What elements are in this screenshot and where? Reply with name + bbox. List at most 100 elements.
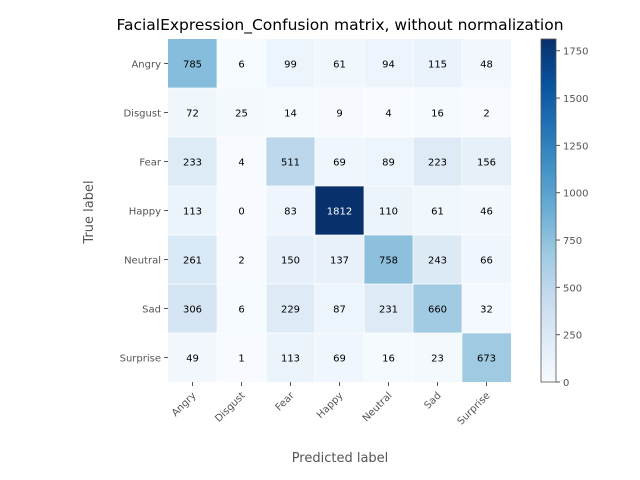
cell-value-label: 4 <box>385 109 391 120</box>
cell-value-label: 6 <box>238 60 244 71</box>
colorbar-gradient <box>540 38 557 383</box>
cell-value-label: 306 <box>183 305 202 316</box>
heatmap-cell <box>364 284 413 333</box>
cell-value-label: 1 <box>238 354 244 365</box>
heatmap-cell <box>266 137 315 186</box>
heatmap-cell <box>413 88 462 137</box>
cell-value-label: 758 <box>379 256 398 267</box>
heatmap-cell <box>315 137 364 186</box>
x-tick-label: Disgust <box>213 390 247 424</box>
heatmap-cell <box>266 333 315 382</box>
x-tick-label: Neutral <box>361 390 395 424</box>
cell-value-label: 673 <box>477 354 496 365</box>
cell-value-label: 511 <box>281 158 300 169</box>
heatmap-cell <box>168 137 217 186</box>
cell-value-label: 16 <box>382 354 395 365</box>
cell-value-label: 113 <box>281 354 300 365</box>
cell-value-label: 229 <box>281 305 300 316</box>
heatmap-cell <box>364 235 413 284</box>
heatmap-cell <box>364 333 413 382</box>
cell-value-label: 46 <box>480 207 493 218</box>
y-tick-label: Happy <box>129 207 161 218</box>
cell-value-label: 49 <box>186 354 199 365</box>
x-tick-label: Sad <box>423 390 444 411</box>
heatmap-cell <box>266 284 315 333</box>
cell-value-label: 243 <box>428 256 447 267</box>
colorbar-tick-label: 500 <box>563 283 582 294</box>
cell-value-label: 233 <box>183 158 202 169</box>
cell-value-label: 2 <box>238 256 244 267</box>
cell-value-label: 113 <box>183 207 202 218</box>
heatmap-cell <box>413 333 462 382</box>
y-tick-label: Disgust <box>123 109 161 120</box>
cell-value-label: 94 <box>382 60 395 71</box>
heatmap-cell <box>413 186 462 235</box>
cell-value-label: 61 <box>431 207 444 218</box>
y-tick-label: Angry <box>131 60 161 71</box>
colorbar-tick-label: 750 <box>563 236 582 247</box>
colorbar: 0 250 500 750 1000 1250 1500 1750 <box>540 38 588 389</box>
heatmap-cell <box>266 186 315 235</box>
heatmap-cell <box>168 186 217 235</box>
heatmap-cell <box>462 333 511 382</box>
cell-value-label: 14 <box>284 109 297 120</box>
cell-value-label: 9 <box>336 109 342 120</box>
cell-value-label: 61 <box>333 60 346 71</box>
cell-value-label: 69 <box>333 354 346 365</box>
cell-value-label: 32 <box>480 305 493 316</box>
heatmap-cell <box>266 88 315 137</box>
heatmap-cell <box>217 235 266 284</box>
heatmap-cell <box>364 88 413 137</box>
cell-value-label: 137 <box>330 256 349 267</box>
heatmap-cell <box>413 137 462 186</box>
colorbar-tick-label: 0 <box>563 378 569 389</box>
heatmap-cell <box>266 39 315 88</box>
heatmap-cell <box>217 333 266 382</box>
cell-value-label: 261 <box>183 256 202 267</box>
cell-value-label: 231 <box>379 305 398 316</box>
cell-value-label: 1812 <box>327 207 352 218</box>
heatmap-cell <box>168 39 217 88</box>
heatmap-cell <box>364 39 413 88</box>
cell-value-label: 660 <box>428 305 447 316</box>
heatmap-cell <box>315 88 364 137</box>
colorbar-tick-label: 1500 <box>563 94 588 105</box>
y-axis-label: True label <box>82 180 97 244</box>
cell-value-label: 150 <box>281 256 300 267</box>
heatmap-cell <box>462 284 511 333</box>
cell-value-label: 223 <box>428 158 447 169</box>
heatmap-cell <box>315 186 364 235</box>
cell-value-label: 69 <box>333 158 346 169</box>
heatmap-cell <box>364 137 413 186</box>
y-axis-ticks: Angry Disgust Fear Happy Neutral Sad Surprise <box>120 60 168 365</box>
heatmap-cell <box>266 235 315 284</box>
chart-title: FacialExpression_Confusion matrix, witho… <box>116 16 563 35</box>
heatmap-cell <box>168 88 217 137</box>
heatmap-cell <box>462 39 511 88</box>
cell-value-label: 23 <box>431 354 444 365</box>
colorbar-tick-label: 1000 <box>563 189 588 200</box>
heatmap-cells <box>168 39 511 382</box>
cell-value-label: 0 <box>238 207 244 218</box>
heatmap-cell <box>217 88 266 137</box>
heatmap-cell <box>413 235 462 284</box>
y-tick-label: Sad <box>142 305 161 316</box>
heatmap-cell <box>315 39 364 88</box>
y-tick-label: Neutral <box>124 256 161 267</box>
heatmap-cell <box>168 284 217 333</box>
cell-value-label: 115 <box>428 60 447 71</box>
x-axis-ticks: Angry Disgust Fear Happy Neutral Sad Surprise <box>170 382 493 427</box>
cell-value-label: 72 <box>186 109 199 120</box>
cell-value-label: 25 <box>235 109 248 120</box>
heatmap-cell <box>217 137 266 186</box>
cell-value-label: 87 <box>333 305 346 316</box>
heatmap-cell <box>168 333 217 382</box>
y-tick-label: Fear <box>139 158 161 169</box>
x-tick-label: Fear <box>274 390 298 414</box>
cell-value-label: 785 <box>183 60 202 71</box>
colorbar-tick-label: 250 <box>563 331 582 342</box>
heatmap-cell <box>462 186 511 235</box>
heatmap-cell <box>413 39 462 88</box>
x-tick-label: Happy <box>315 390 346 421</box>
